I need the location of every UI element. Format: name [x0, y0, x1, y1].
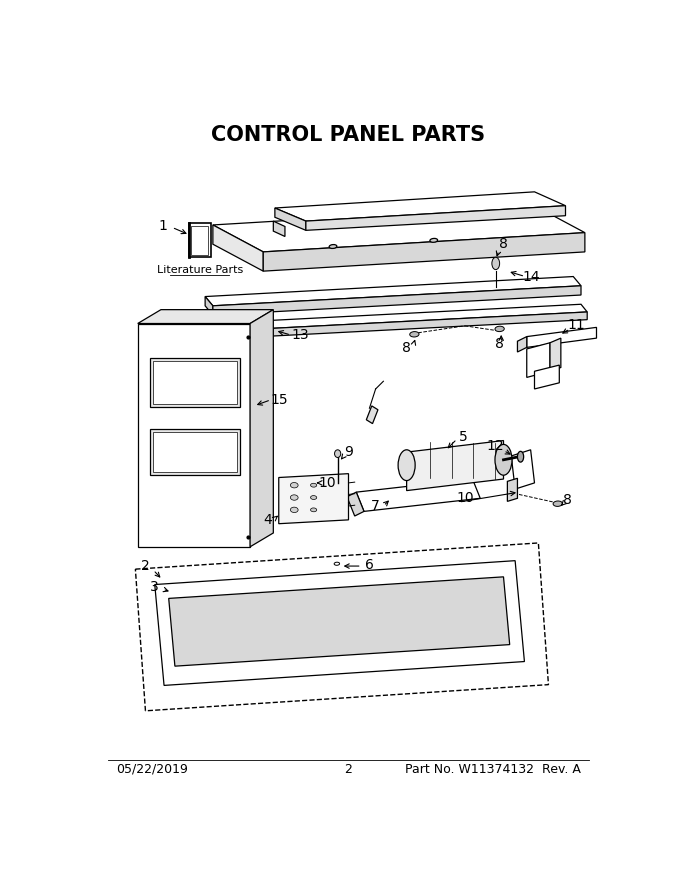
Polygon shape: [155, 561, 524, 686]
Polygon shape: [511, 450, 534, 489]
Polygon shape: [275, 208, 306, 231]
Ellipse shape: [553, 501, 562, 506]
Text: 1: 1: [158, 219, 167, 233]
Polygon shape: [137, 310, 273, 324]
Polygon shape: [263, 232, 585, 271]
Polygon shape: [205, 297, 213, 315]
Polygon shape: [517, 336, 527, 352]
Text: 13: 13: [292, 328, 309, 342]
Ellipse shape: [290, 507, 298, 512]
Text: 6: 6: [365, 558, 374, 571]
Text: 14: 14: [523, 269, 540, 283]
Polygon shape: [527, 327, 596, 348]
Ellipse shape: [335, 450, 341, 458]
Polygon shape: [135, 543, 549, 711]
Text: 05/22/2019: 05/22/2019: [116, 763, 188, 776]
Text: 8: 8: [562, 493, 571, 507]
Polygon shape: [153, 432, 237, 472]
Polygon shape: [356, 479, 480, 511]
Polygon shape: [213, 225, 263, 271]
Ellipse shape: [495, 326, 505, 332]
Polygon shape: [527, 343, 550, 378]
Text: 15: 15: [270, 392, 288, 407]
Text: 2: 2: [141, 559, 150, 573]
Polygon shape: [262, 312, 588, 336]
Text: 8: 8: [495, 337, 504, 351]
Text: 9: 9: [344, 445, 353, 459]
Text: Literature Parts: Literature Parts: [156, 265, 243, 275]
Text: 10: 10: [456, 491, 473, 505]
Ellipse shape: [398, 450, 415, 480]
Ellipse shape: [290, 495, 298, 500]
Ellipse shape: [311, 495, 317, 500]
Ellipse shape: [517, 451, 524, 462]
Polygon shape: [191, 225, 208, 255]
Text: 8: 8: [499, 238, 508, 251]
Polygon shape: [150, 358, 240, 407]
Polygon shape: [137, 324, 250, 546]
Polygon shape: [189, 224, 211, 257]
Ellipse shape: [492, 257, 500, 269]
Ellipse shape: [290, 482, 298, 488]
Polygon shape: [213, 206, 585, 252]
Polygon shape: [534, 365, 559, 389]
Text: CONTROL PANEL PARTS: CONTROL PANEL PARTS: [211, 125, 486, 145]
Ellipse shape: [329, 245, 337, 248]
Polygon shape: [213, 286, 581, 315]
Polygon shape: [153, 362, 237, 405]
Polygon shape: [507, 479, 517, 502]
Ellipse shape: [430, 238, 438, 242]
Text: Part No. W11374132  Rev. A: Part No. W11374132 Rev. A: [405, 763, 581, 776]
Polygon shape: [250, 310, 273, 546]
Polygon shape: [256, 321, 262, 336]
Polygon shape: [279, 473, 348, 524]
Polygon shape: [256, 304, 588, 329]
Polygon shape: [150, 429, 240, 475]
Text: 12: 12: [487, 439, 505, 453]
Ellipse shape: [311, 483, 317, 488]
Text: 5: 5: [459, 429, 468, 444]
Polygon shape: [306, 206, 566, 231]
Polygon shape: [347, 492, 364, 516]
Ellipse shape: [311, 508, 317, 512]
Polygon shape: [367, 406, 378, 423]
Ellipse shape: [495, 444, 512, 475]
Text: 2: 2: [345, 763, 352, 776]
Text: 4: 4: [264, 513, 272, 527]
Text: 7: 7: [371, 499, 380, 513]
Polygon shape: [273, 221, 285, 237]
Text: 3: 3: [150, 580, 159, 594]
Polygon shape: [275, 192, 566, 221]
Text: 8: 8: [402, 341, 411, 356]
Text: 11: 11: [568, 318, 585, 332]
Polygon shape: [550, 338, 561, 373]
Polygon shape: [407, 441, 503, 491]
Text: 10: 10: [318, 476, 336, 490]
Ellipse shape: [410, 332, 419, 337]
Polygon shape: [205, 276, 581, 306]
Polygon shape: [169, 577, 510, 666]
Ellipse shape: [334, 562, 339, 565]
